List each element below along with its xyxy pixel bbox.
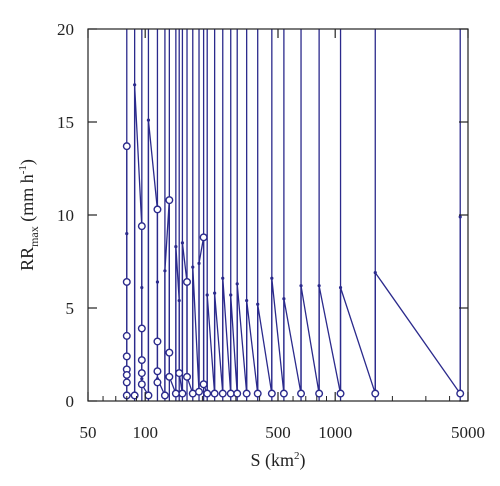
points-group	[122, 83, 465, 400]
data-point	[153, 378, 162, 387]
y-tick-label: 20	[57, 20, 74, 39]
data-dot	[205, 293, 209, 297]
data-point	[122, 331, 131, 340]
data-point	[233, 389, 242, 398]
data-point	[456, 389, 465, 398]
data-dot	[163, 269, 167, 273]
data-dot	[256, 302, 260, 306]
data-point	[171, 389, 180, 398]
data-point	[144, 391, 153, 400]
data-dot	[229, 293, 233, 297]
vertical-lines-group	[126, 29, 461, 401]
data-point	[122, 370, 131, 379]
data-point	[195, 387, 204, 396]
data-point	[153, 367, 162, 376]
x-tick-label: 100	[132, 423, 158, 442]
data-point	[137, 380, 146, 389]
data-dot	[317, 284, 321, 288]
data-dot	[133, 83, 137, 87]
x-ticks-group: 50 100 500 1000 5000	[80, 29, 485, 442]
data-dot	[191, 265, 195, 269]
data-dot	[245, 298, 249, 303]
data-dot	[338, 285, 343, 290]
data-point	[297, 389, 306, 398]
data-point	[371, 389, 380, 398]
data-point	[218, 389, 227, 398]
x-tick-label: 5000	[451, 423, 485, 442]
data-point	[137, 324, 146, 333]
data-dot	[458, 215, 462, 219]
data-point	[122, 352, 131, 361]
data-dot	[125, 232, 129, 236]
data-point	[137, 356, 146, 365]
data-point	[315, 389, 324, 398]
data-point	[279, 389, 288, 398]
data-point	[122, 277, 131, 286]
data-dot	[221, 276, 225, 280]
y-tick-label: 10	[57, 206, 74, 225]
data-point	[178, 389, 187, 398]
data-dot	[282, 297, 286, 301]
data-point	[267, 389, 276, 398]
data-dot	[180, 241, 185, 245]
data-point	[153, 337, 162, 346]
x-tick-label: 50	[80, 423, 97, 442]
data-dot	[174, 245, 178, 249]
data-point	[183, 277, 192, 286]
data-point	[183, 372, 192, 381]
data-dot	[235, 282, 239, 286]
series-line-group	[126, 84, 461, 397]
x-tick-label: 500	[265, 423, 291, 442]
x-axis-title: S (km2)	[250, 450, 305, 471]
y-ticks-group: 0 5 10 15 20	[57, 20, 468, 411]
series-line	[126, 84, 461, 397]
data-point	[165, 196, 174, 205]
data-point	[122, 142, 131, 151]
data-dot	[146, 118, 151, 122]
data-point	[165, 348, 174, 357]
data-dot	[140, 377, 144, 381]
data-dot	[155, 280, 160, 284]
data-point	[210, 389, 219, 398]
data-point	[203, 389, 212, 398]
data-point	[336, 389, 345, 398]
data-dot	[299, 284, 303, 288]
data-point	[199, 380, 208, 389]
data-point	[137, 369, 146, 378]
data-point	[253, 389, 262, 398]
data-point	[199, 233, 208, 242]
y-tick-label: 0	[66, 392, 75, 411]
data-dot	[140, 285, 144, 290]
plot-frame	[87, 28, 469, 402]
data-point	[122, 378, 131, 387]
data-point	[137, 222, 146, 231]
data-dot	[213, 291, 217, 295]
data-point	[226, 389, 235, 398]
data-dot	[270, 276, 274, 280]
data-point	[153, 205, 162, 214]
x-tick-label: 1000	[318, 423, 352, 442]
data-point	[165, 372, 174, 381]
data-dot	[197, 261, 201, 265]
y-tick-label: 5	[66, 299, 75, 318]
data-point	[242, 389, 251, 398]
y-tick-label: 15	[57, 113, 74, 132]
data-point	[175, 369, 184, 378]
data-dot	[373, 271, 377, 275]
y-axis-title: RRmax (mm h-1)	[17, 159, 41, 271]
data-point	[160, 391, 169, 400]
data-dot	[177, 298, 181, 303]
